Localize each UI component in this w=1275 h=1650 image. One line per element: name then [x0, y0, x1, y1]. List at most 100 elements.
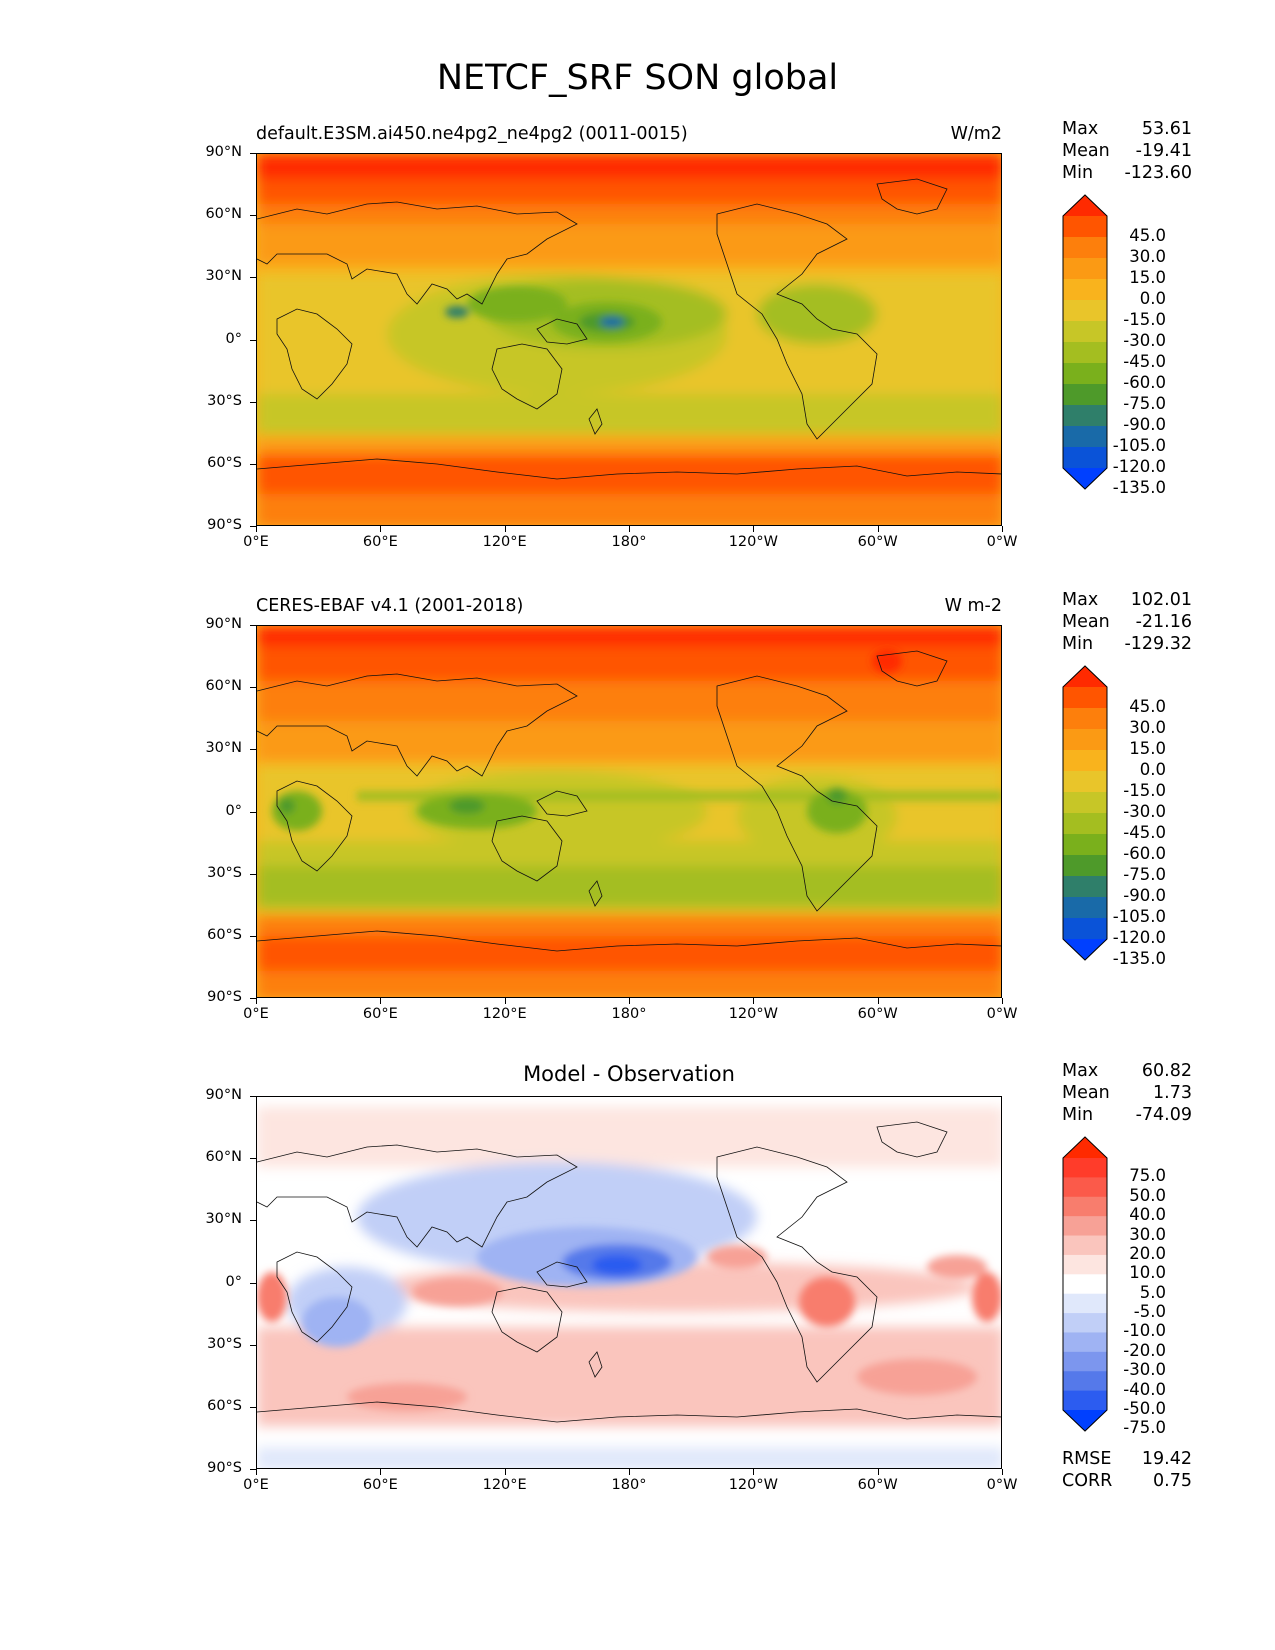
panel3-ytick-label: 60°N — [205, 1149, 242, 1166]
panel2-ytick-label: 0° — [225, 802, 242, 819]
xtick-mark — [380, 1469, 382, 1475]
panel1-title-left: default.E3SM.ai450.ne4pg2_ne4pg2 (0011-0… — [256, 124, 688, 144]
xtick-mark — [380, 998, 382, 1004]
ytick-mark — [250, 339, 256, 341]
colorbar-bin — [1063, 1254, 1107, 1275]
colorbar-tick-label: -30.0 — [1123, 1360, 1166, 1380]
panel2-stats: Max 102.01 Mean -21.16 Min -129.32 — [1062, 589, 1192, 655]
colorbar-bin — [1063, 771, 1107, 793]
colorbar-bin — [1063, 1332, 1107, 1353]
colorbar-tick-label: -45.0 — [1123, 352, 1166, 371]
panel1-ytick-label: 30°S — [207, 392, 242, 409]
panel2-ytick-label: 30°N — [205, 740, 242, 757]
panel3-ytick-label: 30°N — [205, 1211, 242, 1228]
colorbar-bin — [1063, 1293, 1107, 1314]
ytick-mark — [250, 873, 256, 875]
colorbar-bin — [1063, 1235, 1107, 1256]
panel3-xtick-label: 120°E — [482, 1477, 527, 1493]
colorbar-tick-label: -30.0 — [1123, 802, 1166, 821]
colorbar-extend-bottom — [1063, 939, 1107, 960]
colorbar-tick-label: -50.0 — [1123, 1399, 1166, 1418]
colorbar-tick-label: 45.0 — [1129, 226, 1166, 245]
xtick-mark — [1002, 526, 1003, 532]
panel3-title: Model - Observation — [523, 1062, 735, 1086]
panel1-ytick-label: 0° — [225, 330, 242, 347]
panel3-xtick-label: 0°W — [986, 1477, 1018, 1493]
panel1-units: W/m2 — [950, 124, 1002, 144]
ytick-mark — [250, 277, 256, 279]
colorbar-tick-label: 5.0 — [1139, 1282, 1166, 1302]
colorbar-bin — [1063, 1313, 1107, 1334]
colorbar-tick-label: -5.0 — [1133, 1302, 1166, 1322]
panel3-extra-stats: RMSE 19.42 CORR 0.75 — [1062, 1448, 1192, 1492]
panel1-xtick-label: 120°E — [482, 534, 527, 550]
panel1-ytick-label: 90°S — [207, 517, 242, 533]
colorbar-tick-label: -90.0 — [1123, 886, 1166, 905]
colorbar-bin — [1063, 1216, 1107, 1237]
colorbar-tick-label: 30.0 — [1129, 247, 1166, 266]
colorbar-tick-label: -40.0 — [1123, 1379, 1166, 1399]
colorbar-outline — [1062, 665, 1108, 961]
colorbar-tick-label: -75.0 — [1123, 1418, 1166, 1438]
panel1-xtick-label: 180° — [611, 534, 647, 550]
stat-mean: Mean 1.73 — [1062, 1083, 1192, 1103]
figure-title: NETCF_SRF SON global — [436, 58, 839, 98]
colorbar-bin — [1063, 1158, 1107, 1178]
panel3-ytick-label: 60°S — [207, 1397, 242, 1414]
colorbar-bin — [1063, 279, 1107, 301]
panel3-colorbar — [1062, 1136, 1108, 1434]
ytick-mark — [250, 1469, 256, 1470]
colorbar-tick-label: 30.0 — [1129, 1224, 1166, 1244]
colorbar-tick-label: -75.0 — [1123, 394, 1166, 413]
ytick-mark — [250, 526, 256, 527]
colorbar-bin — [1063, 729, 1107, 751]
ytick-mark — [250, 1282, 256, 1284]
colorbar-bin — [1063, 1351, 1107, 1372]
ytick-mark — [250, 153, 256, 154]
ytick-mark — [250, 215, 256, 217]
xtick-mark — [504, 1469, 506, 1475]
colorbar-tick-label: -60.0 — [1123, 373, 1166, 392]
ytick-mark — [250, 687, 256, 689]
colorbar-extend-bottom — [1063, 468, 1107, 489]
ytick-mark — [250, 1096, 256, 1097]
ytick-mark — [250, 463, 256, 465]
ytick-mark — [250, 401, 256, 403]
ytick-mark — [250, 1406, 256, 1408]
colorbar-tick-label: -15.0 — [1123, 781, 1166, 800]
colorbar-bin — [1063, 447, 1107, 469]
colorbar-tick-label: -120.0 — [1112, 928, 1166, 947]
stat-max: Max 102.01 — [1062, 590, 1192, 610]
xtick-mark — [256, 526, 257, 532]
xtick-mark — [256, 1469, 257, 1475]
panel3-xtick-label: 180° — [611, 1477, 647, 1493]
colorbar-outline — [1062, 194, 1108, 490]
panel1-ytick-label: 60°N — [205, 206, 242, 223]
colorbar-bin — [1063, 258, 1107, 280]
colorbar-tick-label: -15.0 — [1123, 310, 1166, 329]
xtick-mark — [1002, 1469, 1003, 1475]
xtick-mark — [753, 1469, 755, 1475]
panel1-map — [256, 153, 1002, 526]
colorbar-bin — [1063, 834, 1107, 856]
ytick-mark — [250, 625, 256, 626]
colorbar-bin — [1063, 342, 1107, 364]
colorbar-bin — [1063, 855, 1107, 877]
panel1-ytick-label: 60°S — [207, 454, 242, 471]
panel2-xtick-label: 0°E — [243, 1006, 269, 1022]
stat-corr: CORR 0.75 — [1062, 1471, 1192, 1491]
panel2-map — [256, 625, 1002, 998]
colorbar-tick-label: -105.0 — [1112, 907, 1166, 926]
panel2-ytick-label: 30°S — [207, 864, 242, 881]
panel3-map — [256, 1096, 1002, 1469]
colorbar-tick-label: 50.0 — [1129, 1185, 1166, 1205]
colorbar-extend-bottom — [1063, 1410, 1107, 1431]
ytick-mark — [250, 935, 256, 937]
panel3-xtick-label: 120°W — [728, 1477, 778, 1493]
colorbar-tick-label: 30.0 — [1129, 718, 1166, 737]
colorbar-tick-label: 45.0 — [1129, 697, 1166, 716]
panel3-xtick-label: 60°W — [857, 1477, 898, 1493]
colorbar-tick-label: -120.0 — [1112, 457, 1166, 476]
colorbar-bin — [1063, 897, 1107, 919]
panel2-xtick-label: 120°E — [482, 1006, 527, 1022]
